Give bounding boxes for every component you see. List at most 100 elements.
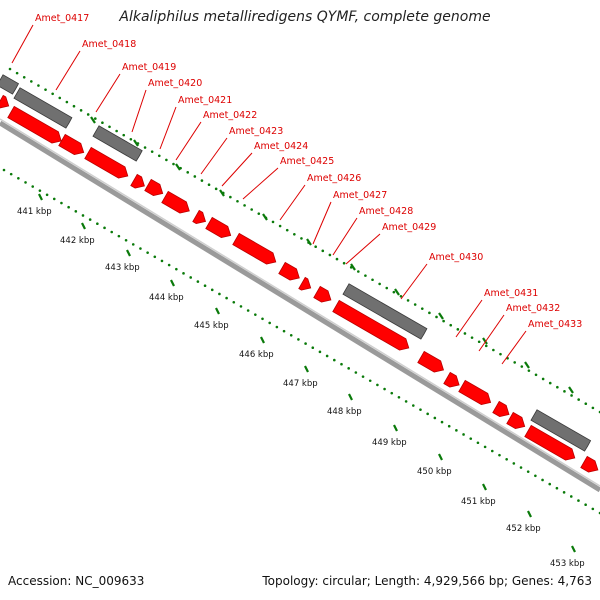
- topology-text: Topology: circular; Length: 4,929,566 bp…: [262, 574, 592, 588]
- major-tick: [175, 163, 181, 171]
- gene-arrow: [278, 261, 300, 281]
- tick-dot: [58, 96, 62, 100]
- tick-dot: [477, 340, 481, 344]
- scale-dot: [167, 263, 171, 267]
- label-leader-line: [200, 137, 228, 175]
- gene-arrow: [458, 379, 492, 406]
- tick-dot: [193, 175, 197, 178]
- tick-dot: [271, 220, 275, 224]
- tick-dot: [165, 158, 168, 162]
- scale-tick: [81, 222, 86, 230]
- gene-arrow: [443, 371, 460, 388]
- tick-dot: [150, 150, 154, 153]
- scale-dot: [476, 441, 480, 445]
- scale-dot: [175, 267, 178, 271]
- tick-dot: [435, 315, 438, 319]
- gene-arrow: [192, 209, 207, 225]
- gene-arrow: [492, 400, 510, 418]
- scale-dot: [52, 197, 56, 201]
- scale-label: 449 kbp: [372, 438, 407, 448]
- gene-arrow: [84, 146, 129, 179]
- scale-dot: [88, 218, 92, 221]
- scale-dot: [17, 176, 20, 180]
- scale-dot: [390, 391, 394, 395]
- tick-dot: [534, 373, 538, 377]
- scale-dot: [412, 404, 415, 407]
- scale-dot: [519, 466, 523, 469]
- scale-dot: [210, 288, 214, 292]
- tick-dot: [229, 195, 232, 199]
- tick-dot: [463, 332, 467, 335]
- scale-dot: [455, 429, 458, 432]
- scale-dot: [311, 346, 315, 349]
- tick-dot: [37, 84, 40, 87]
- scale-dot: [110, 230, 114, 234]
- major-tick: [262, 213, 268, 221]
- tick-dot: [314, 245, 317, 248]
- label-leader-line: [95, 73, 121, 113]
- tick-dot: [8, 67, 12, 71]
- tick-dot: [570, 394, 573, 397]
- scale-dot: [74, 210, 78, 213]
- scale-dot: [555, 486, 559, 490]
- tick-dot: [257, 212, 261, 215]
- tick-dot: [278, 224, 282, 228]
- gene-arrow: [205, 216, 232, 239]
- scale-dot: [60, 201, 63, 205]
- scale-label: 442 kbp: [60, 236, 95, 246]
- label-leader-line: [159, 106, 177, 150]
- scale-label: 446 kbp: [239, 350, 274, 360]
- tick-dot: [548, 381, 552, 385]
- scale-dot: [333, 358, 336, 362]
- gene-arrow: [144, 178, 164, 197]
- tick-dot: [385, 286, 389, 290]
- gene-arrow: [7, 105, 62, 144]
- tick-dot: [563, 390, 566, 393]
- tick-dot: [94, 117, 97, 120]
- gene-arrow: [506, 411, 526, 430]
- scale-dot: [447, 424, 451, 428]
- scale-label: 450 kbp: [417, 467, 452, 477]
- gene-label: Amet_0425: [280, 156, 334, 167]
- tick-dot: [499, 352, 502, 356]
- tick-dot: [44, 88, 47, 91]
- gene-arrow: [332, 299, 410, 351]
- major-tick: [219, 189, 225, 197]
- scale-dot: [282, 329, 286, 333]
- tick-dot: [22, 75, 26, 79]
- backbone-line: [0, 120, 600, 493]
- gene-label: Amet_0424: [254, 141, 308, 152]
- scale-dot: [368, 379, 372, 383]
- scale-tick: [438, 453, 443, 461]
- scale-dot: [483, 445, 487, 449]
- scale-dot: [196, 280, 200, 283]
- scale-dot: [469, 437, 473, 440]
- scale-dot: [318, 350, 322, 354]
- scale-dot: [254, 313, 257, 316]
- scale-dot: [81, 214, 85, 217]
- tick-dot: [15, 71, 19, 75]
- scale-dot: [9, 172, 13, 176]
- rna-feature: [530, 409, 592, 452]
- tick-dot: [108, 125, 111, 129]
- scale-tick: [348, 393, 353, 401]
- scale-dot: [404, 400, 408, 403]
- major-tick: [524, 361, 530, 369]
- scale-dot: [584, 503, 587, 507]
- scale-dot: [103, 226, 106, 230]
- scale-tick: [304, 365, 309, 373]
- gene-label: Amet_0432: [506, 303, 560, 314]
- rna-feature: [13, 87, 73, 129]
- scale-label: 443 kbp: [105, 263, 140, 273]
- tick-dot: [399, 294, 403, 298]
- scale-dot: [462, 433, 465, 436]
- major-tick: [133, 139, 139, 147]
- scale-dot: [383, 387, 386, 391]
- accession-text: Accession: NC_009633: [8, 574, 145, 588]
- tick-dot: [51, 92, 54, 96]
- scale-label: 448 kbp: [327, 407, 362, 417]
- gene-label: Amet_0427: [333, 190, 387, 201]
- backbone-track: [0, 118, 600, 493]
- scale-dot: [268, 321, 271, 325]
- scale-dot: [239, 305, 243, 308]
